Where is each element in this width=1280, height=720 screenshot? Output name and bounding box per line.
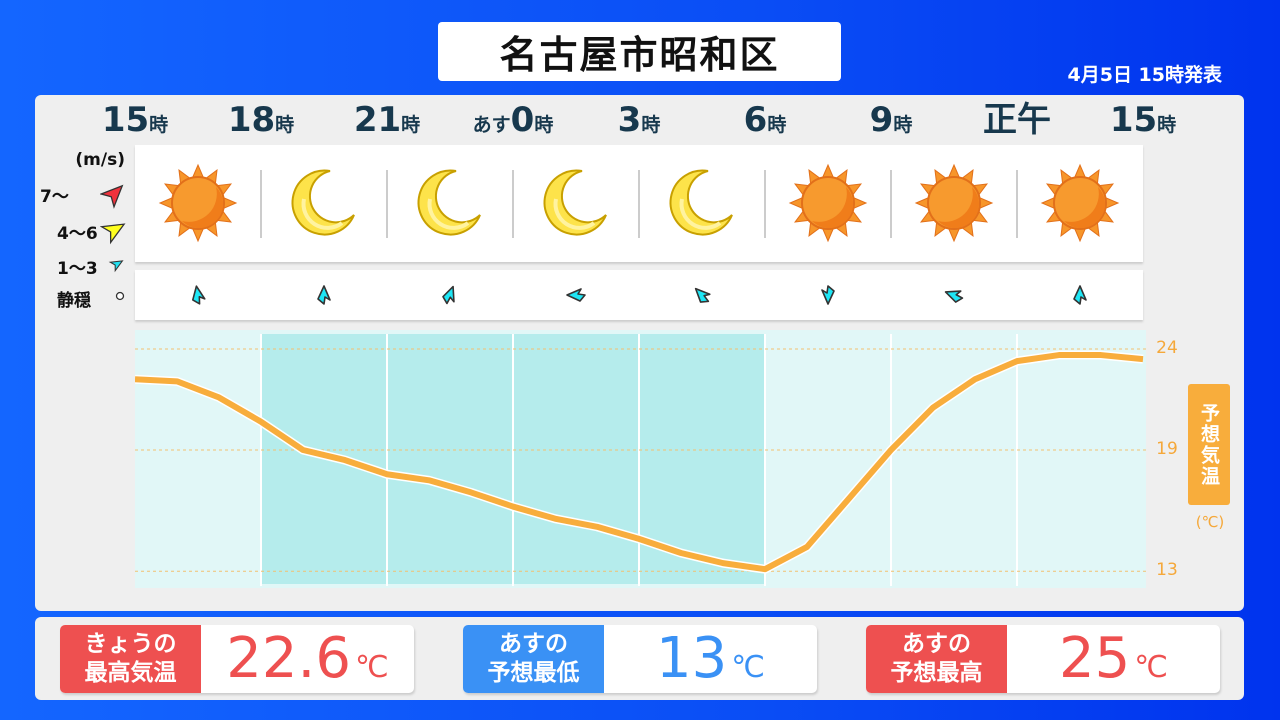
column-divider — [890, 170, 892, 238]
wind-arrow-icon — [1068, 283, 1092, 311]
time-value: 9 — [869, 100, 894, 140]
wind-row — [135, 270, 1143, 320]
wind-legend-moderate: 4〜6 — [57, 224, 98, 244]
axis-label: 予想気温 — [1188, 384, 1230, 505]
y-tick-label: 19 — [1156, 439, 1178, 459]
wind-arrow-icon — [438, 283, 462, 311]
time-suffix: 時 — [275, 114, 295, 136]
wind-legend-light: 1〜3 — [57, 259, 98, 279]
wind-unit: (m/s) — [75, 150, 125, 170]
summary-value: 25 ℃ — [1007, 625, 1220, 693]
time-value: 15 — [101, 100, 150, 140]
sun-icon — [1040, 163, 1120, 243]
summary-label: あすの 予想最高 — [866, 625, 1007, 693]
wind-arrow-icon — [816, 283, 840, 311]
wind-legend-calm: 静穏 — [57, 291, 91, 311]
temperature-chart — [135, 330, 1146, 588]
label-line: 最高気温 — [84, 660, 177, 686]
time-label: 21時 — [317, 100, 457, 145]
wind-arrow-icon — [186, 283, 210, 311]
time-label: あす0時 — [443, 100, 583, 145]
time-label: 15時 — [65, 100, 205, 145]
wind-arrow-yellow-icon — [100, 223, 126, 245]
moon-icon — [284, 163, 364, 243]
calm-icon — [115, 291, 125, 301]
time-value: 正午 — [983, 100, 1051, 140]
time-value: 0 — [510, 100, 535, 140]
temperature-unit: ℃ — [1134, 650, 1168, 685]
issued-time: 4月5日 15時発表 — [1067, 64, 1223, 86]
time-value: 15 — [1109, 100, 1158, 140]
time-label: 正午 — [947, 100, 1087, 145]
location-title: 名古屋市昭和区 — [438, 22, 841, 81]
time-value: 21 — [353, 100, 402, 140]
time-label: 3時 — [569, 100, 709, 145]
wind-arrow-cyan-icon — [108, 260, 124, 273]
temperature-value: 22.6 — [226, 626, 351, 691]
axis-unit: (℃) — [1195, 513, 1225, 531]
time-suffix: 時 — [641, 114, 661, 136]
temperature-value: 13 — [656, 626, 728, 691]
wind-arrow-icon — [690, 283, 714, 311]
wind-legend-icons — [100, 184, 126, 301]
time-suffix: 時 — [767, 114, 787, 136]
moon-icon — [662, 163, 742, 243]
wind-legend-strong: 7〜 — [40, 187, 69, 207]
y-tick-label: 13 — [1156, 560, 1178, 581]
summary-value: 22.6 ℃ — [201, 625, 414, 693]
label-line: あすの — [499, 631, 568, 657]
moon-icon — [410, 163, 490, 243]
summary-value: 13 ℃ — [604, 625, 817, 693]
column-divider — [260, 170, 262, 238]
time-value: 3 — [617, 100, 642, 140]
night-band — [387, 334, 513, 584]
summary-card: あすの 予想最高 25 ℃ — [866, 625, 1220, 693]
label-line: 予想最低 — [487, 660, 580, 686]
summary-card: きょうの 最高気温 22.6 ℃ — [60, 625, 414, 693]
sun-icon — [788, 163, 868, 243]
time-prefix: あす — [472, 114, 511, 136]
sun-icon — [914, 163, 994, 243]
y-tick-label: 24 — [1156, 338, 1178, 358]
column-divider — [512, 170, 514, 238]
summary-label: あすの 予想最低 — [463, 625, 604, 693]
time-label: 15時 — [1073, 100, 1213, 145]
temperature-value: 25 — [1059, 626, 1131, 691]
temperature-unit: ℃ — [731, 650, 765, 685]
column-divider — [1016, 170, 1018, 238]
label-line: あすの — [902, 631, 971, 657]
moon-icon — [536, 163, 616, 243]
time-value: 6 — [743, 100, 768, 140]
column-divider — [386, 170, 388, 238]
time-suffix: 時 — [1157, 114, 1177, 136]
temperature-unit: ℃ — [354, 650, 389, 685]
summary-label: きょうの 最高気温 — [60, 625, 201, 693]
column-divider — [638, 170, 640, 238]
wind-arrow-red-icon — [100, 184, 124, 209]
time-suffix: 時 — [149, 114, 169, 136]
time-suffix: 時 — [534, 114, 554, 136]
time-label: 9時 — [821, 100, 961, 145]
sun-icon — [158, 163, 238, 243]
wind-arrow-icon — [942, 283, 966, 311]
time-suffix: 時 — [401, 114, 421, 136]
label-line: 予想最高 — [890, 660, 983, 686]
time-suffix: 時 — [893, 114, 913, 136]
column-divider — [764, 170, 766, 238]
time-label: 6時 — [695, 100, 835, 145]
time-label: 18時 — [191, 100, 331, 145]
night-band — [513, 334, 639, 584]
wind-arrow-icon — [564, 283, 588, 311]
time-value: 18 — [227, 100, 276, 140]
label-line: きょうの — [84, 631, 177, 657]
summary-card: あすの 予想最低 13 ℃ — [463, 625, 817, 693]
wind-arrow-icon — [312, 283, 336, 311]
